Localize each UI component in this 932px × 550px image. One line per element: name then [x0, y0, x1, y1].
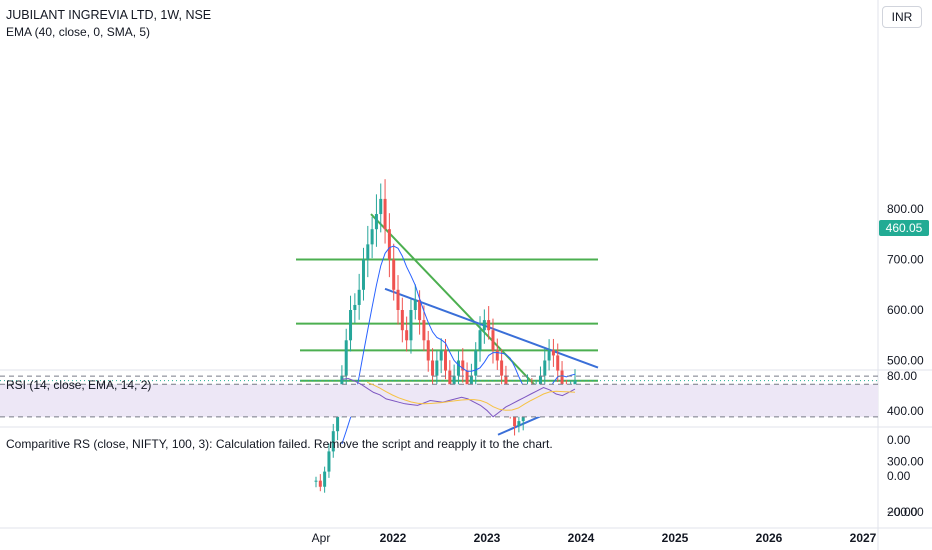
green-trendline: [370, 213, 551, 402]
candle-body: [495, 350, 499, 361]
chart-title: JUBILANT INGREVIA LTD, 1W, NSE: [6, 8, 212, 22]
candle-body: [331, 431, 335, 452]
x-tick-label: 2027: [850, 531, 877, 545]
rsi-ma-line: [367, 381, 576, 411]
candle-body: [374, 214, 378, 230]
x-tick-label: 2024: [568, 531, 595, 545]
candle-body: [413, 299, 417, 310]
ema-legend[interactable]: EMA (40, close, 0, SMA, 5): [6, 25, 151, 39]
candle-body: [482, 320, 486, 331]
crs-tick-label: −0.00: [887, 505, 918, 519]
candle-body: [456, 360, 460, 376]
candle-body: [551, 350, 555, 356]
y-tick-label: 200.00: [887, 505, 924, 519]
candle-body: [487, 320, 491, 331]
candle-body: [478, 330, 482, 351]
crs-legend[interactable]: Comparitive RS (close, NIFTY, 100, 3): C…: [6, 437, 553, 451]
candle-body: [517, 421, 521, 427]
candle-body: [513, 411, 517, 427]
candle-body: [500, 360, 504, 376]
crs-tick-label: 0.00: [887, 433, 911, 447]
candle-body: [396, 289, 400, 310]
candle-body: [400, 310, 404, 331]
y-tick-label: 500.00: [887, 354, 924, 368]
candle-body: [318, 480, 322, 487]
candle-body: [435, 360, 439, 376]
candle-body: [370, 229, 374, 245]
candle-body: [314, 480, 318, 482]
y-tick-label: 800.00: [887, 202, 924, 216]
rsi-band: [0, 384, 878, 417]
candle-body: [547, 350, 551, 361]
candle-body: [431, 360, 435, 376]
candle-body: [560, 370, 564, 391]
y-tick-label: 300.00: [887, 455, 924, 469]
blue-trendline-upper: [384, 287, 599, 369]
candle-body: [426, 340, 430, 361]
candle-body: [422, 320, 426, 341]
candle-body: [409, 310, 413, 341]
rsi-legend[interactable]: RSI (14, close, EMA, 14, 2): [6, 378, 152, 392]
x-tick-label: Apr: [312, 531, 331, 545]
candle-body: [418, 299, 422, 321]
candle-body: [543, 360, 547, 376]
crs-tick-label: 0.00: [887, 469, 911, 483]
candle-body: [465, 370, 469, 386]
last-price-tag: 460.05: [879, 220, 929, 236]
y-tick-label: 700.00: [887, 253, 924, 267]
candle-body: [448, 370, 452, 391]
rsi-line: [341, 377, 576, 418]
candle-body: [556, 355, 560, 371]
x-tick-label: 2026: [756, 531, 783, 545]
candle-body: [452, 375, 456, 391]
candle-body: [379, 198, 383, 215]
candle-body: [392, 259, 396, 290]
rsi-tick-label: 80.00: [887, 369, 917, 383]
candle-body: [344, 340, 348, 376]
candle-body: [327, 451, 331, 472]
candle-body: [336, 411, 340, 432]
candle-body: [387, 229, 391, 260]
candle-body: [366, 244, 370, 260]
candle-body: [461, 360, 465, 371]
candle-body: [439, 350, 443, 361]
candle-body: [444, 350, 447, 371]
candle-body: [491, 330, 495, 351]
candle-body: [349, 310, 353, 341]
candle-body: [538, 375, 542, 391]
candle-body: [405, 330, 409, 341]
x-tick-label: 2023: [474, 531, 501, 545]
y-tick-label: 600.00: [887, 303, 924, 317]
candle-body: [361, 259, 365, 290]
currency-badge[interactable]: INR: [882, 6, 922, 28]
candle-body: [383, 198, 387, 230]
candle-body: [357, 289, 361, 305]
candle-body: [353, 304, 357, 310]
y-tick-label: 400.00: [887, 404, 924, 418]
x-tick-label: 2022: [380, 531, 407, 545]
candle-body: [323, 471, 327, 487]
candle-body: [469, 375, 473, 386]
candle-body: [474, 350, 478, 376]
x-tick-label: 2025: [662, 531, 689, 545]
